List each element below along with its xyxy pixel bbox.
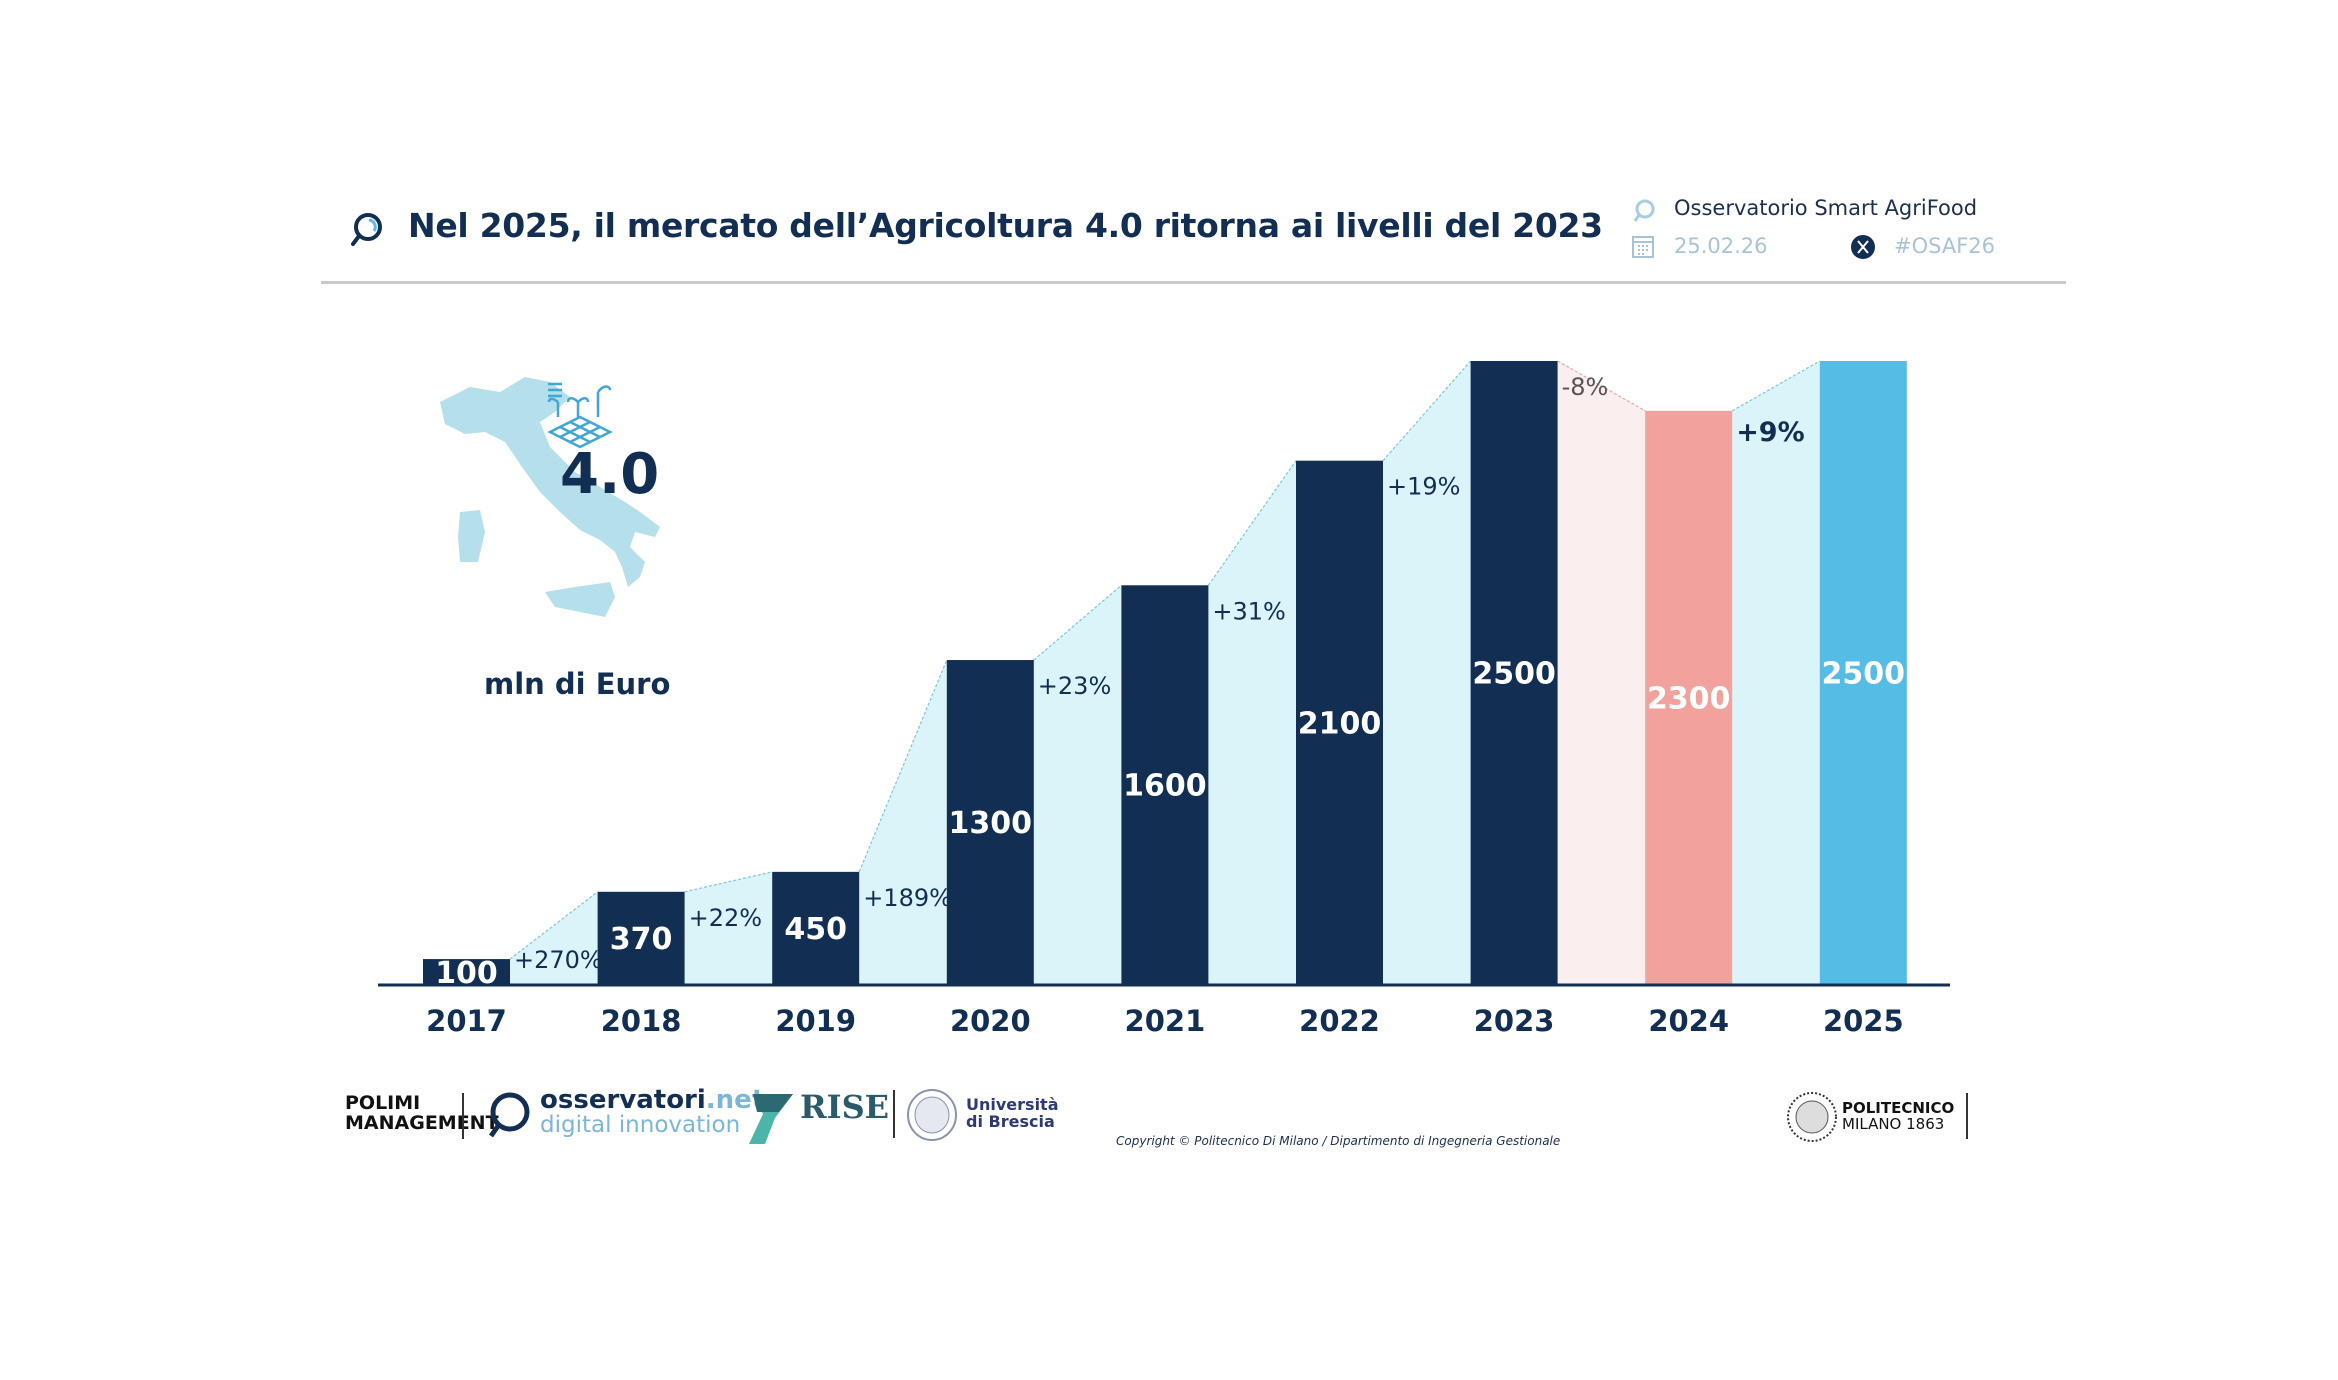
unibs-seal-icon [907, 1089, 957, 1141]
change-connector [1033, 584, 1122, 661]
bar-value-label: 2500 [1472, 657, 1556, 692]
polimi-seal-icon [1787, 1092, 1837, 1142]
change-label: +189% [863, 884, 952, 912]
event-date: 25.02.26 [1674, 234, 1768, 258]
change-label: +270% [514, 946, 603, 974]
polimi-logo: POLIMI MANAGEMENT [345, 1092, 499, 1134]
bar-value-label: 450 [784, 912, 847, 947]
change-area [859, 660, 947, 984]
change-connector [1731, 360, 1821, 412]
bar-2017 [423, 959, 510, 984]
bar-2021 [1121, 585, 1209, 984]
hashtag[interactable]: #OSAF26 [1894, 234, 1996, 258]
bar-value-label: 1300 [949, 806, 1033, 841]
year-tick-label: 2021 [1125, 1004, 1206, 1038]
market-bar-chart: 1002017370201845020191300202016002021210… [378, 360, 1950, 1038]
copyright: Copyright © Politecnico Di Milano / Dipa… [1116, 1134, 1561, 1148]
bar-value-label: 2500 [1822, 657, 1906, 692]
change-label: -8% [1562, 373, 1609, 401]
italy-map-icon [440, 377, 660, 617]
bar-value-label: 2100 [1298, 706, 1382, 741]
change-label: +23% [1038, 672, 1111, 700]
change-connector [1382, 360, 1472, 462]
bar-2020 [946, 660, 1034, 984]
header-divider [321, 281, 2066, 284]
logo-divider [893, 1090, 895, 1138]
change-area [1383, 361, 1471, 984]
change-label: +19% [1387, 473, 1460, 501]
change-area [684, 871, 773, 984]
calendar-icon [1632, 236, 1654, 258]
year-tick-label: 2025 [1823, 1004, 1904, 1038]
rise-logo-icon [749, 1094, 793, 1144]
year-tick-label: 2024 [1648, 1004, 1729, 1038]
year-tick-label: 2019 [775, 1004, 856, 1038]
osservatori-logo: osservatori.net digital innovation [540, 1085, 765, 1138]
change-area [1732, 361, 1820, 984]
change-connector [509, 891, 598, 960]
observatory-name: Osservatorio Smart AgriFood [1674, 196, 1978, 220]
change-connector [858, 659, 948, 873]
bar-2019 [772, 871, 860, 984]
change-label: +22% [689, 904, 762, 932]
bar-2023 [1470, 361, 1558, 984]
change-area [1033, 585, 1122, 984]
year-tick-label: 2020 [950, 1004, 1031, 1038]
change-label: +31% [1212, 597, 1285, 625]
magnifier-icon [351, 213, 382, 246]
agriculture-4-0-label: 4.0 [560, 442, 660, 507]
bar-2025 [1819, 361, 1907, 984]
change-label: +9% [1736, 417, 1804, 448]
change-area [1557, 361, 1646, 984]
unit-label: mln di Euro [484, 667, 671, 701]
bar-2018 [597, 891, 685, 984]
change-connector [1207, 460, 1297, 586]
osservatori-logo-icon [488, 1092, 530, 1138]
logo-divider [1966, 1093, 1968, 1139]
rise-logo: RISE [800, 1088, 890, 1126]
year-tick-label: 2017 [426, 1004, 507, 1038]
year-tick-label: 2018 [601, 1004, 682, 1038]
logo-divider [462, 1093, 464, 1139]
bar-value-label: 1600 [1123, 769, 1207, 804]
year-tick-label: 2023 [1474, 1004, 1555, 1038]
year-tick-label: 2022 [1299, 1004, 1380, 1038]
unibs-logo: Università di Brescia [966, 1095, 1059, 1131]
bar-2022 [1296, 460, 1383, 984]
x-icon[interactable] [1851, 235, 1875, 259]
page-title: Nel 2025, il mercato dell’Agricoltura 4.… [408, 206, 1603, 245]
bar-value-label: 370 [610, 922, 673, 957]
change-area [1208, 460, 1296, 984]
change-connector [1557, 360, 1646, 412]
change-area [510, 891, 598, 984]
bar-2024 [1645, 410, 1733, 985]
magnifier-icon [1633, 199, 1655, 222]
politecnico-logo: POLITECNICO MILANO 1863 [1842, 1099, 1955, 1133]
bar-value-label: 2300 [1647, 681, 1731, 716]
